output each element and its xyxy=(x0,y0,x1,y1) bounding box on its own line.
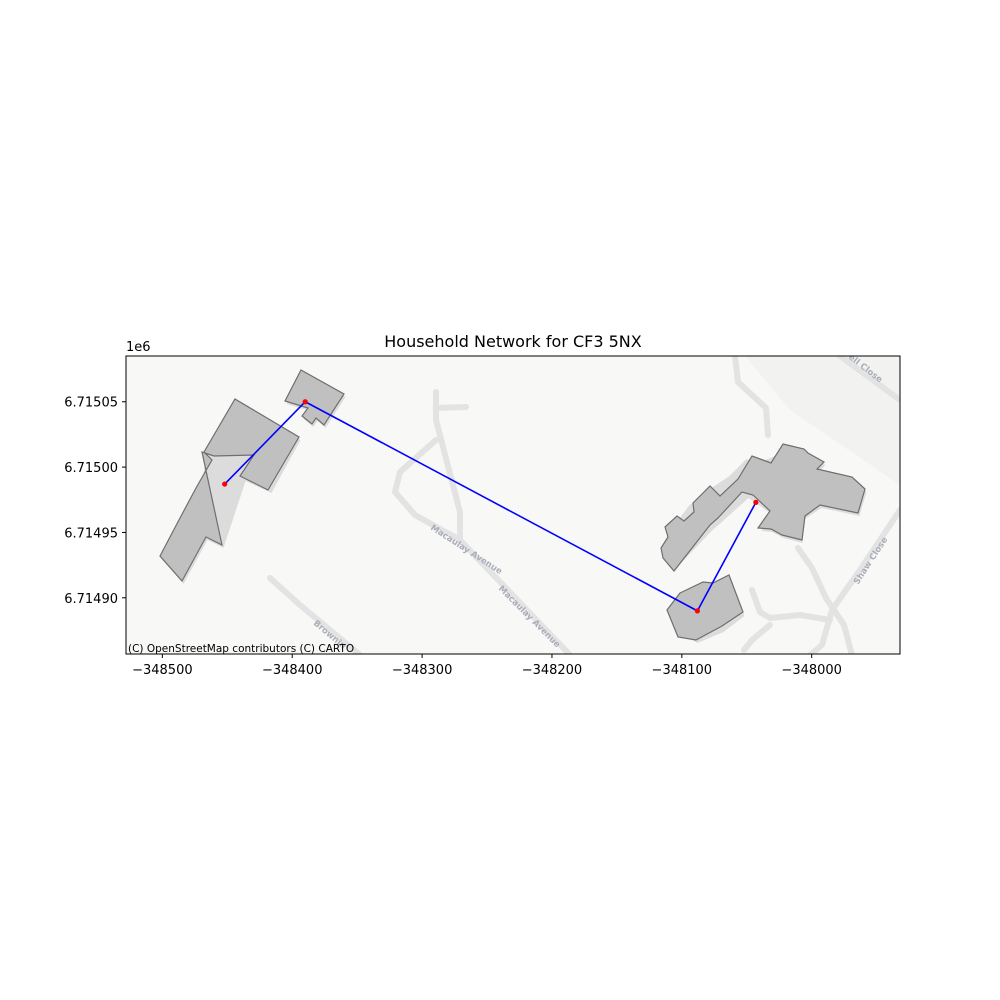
x-tick-label: −348200 xyxy=(522,663,583,678)
household-node[interactable] xyxy=(694,608,701,614)
network-edge xyxy=(696,502,757,612)
street-cul-de-sac xyxy=(749,587,833,623)
street-spur xyxy=(433,404,469,411)
network-edges xyxy=(224,401,757,612)
axes-frame xyxy=(125,355,901,655)
x-tick-label: −348400 xyxy=(262,663,323,678)
building-northwest xyxy=(284,369,345,426)
network-nodes xyxy=(222,399,759,614)
chart-title: Household Network for CF3 5NX xyxy=(384,332,642,351)
x-tick-label: −348300 xyxy=(392,663,453,678)
x-tick-label: −348500 xyxy=(132,663,193,678)
x-axis: −348500 −348400 −348300 −348200 −348100 −3480… xyxy=(132,654,842,678)
street-macaulay-loop xyxy=(392,437,463,543)
street-ell-close xyxy=(732,356,771,438)
household-node[interactable] xyxy=(222,481,228,487)
network-edge xyxy=(224,401,306,485)
map-attribution: (C) OpenStreetMap contributors (C) CARTO xyxy=(128,643,354,655)
building-east xyxy=(660,443,866,572)
park-area xyxy=(745,356,900,485)
building-southeast xyxy=(666,574,744,641)
y-offset-label: 1e6 xyxy=(126,340,151,355)
x-tick-label: −348000 xyxy=(781,663,842,678)
street-browning xyxy=(267,575,363,654)
y-tick-label: 6.71495 xyxy=(64,526,118,541)
y-tick-label: 6.71490 xyxy=(64,592,118,607)
y-tick-label: 6.71500 xyxy=(64,461,118,476)
street-south-spur xyxy=(741,622,773,653)
streets xyxy=(267,356,900,654)
map-area[interactable]: Macaulay Avenue Macaulay Avenue Brownin … xyxy=(126,352,900,655)
household-node[interactable] xyxy=(753,499,759,505)
x-tick-label: −348100 xyxy=(652,663,713,678)
network-edge xyxy=(304,401,698,612)
y-tick-label: 6.71505 xyxy=(64,396,118,411)
household-node[interactable] xyxy=(302,399,308,405)
street-ell-close-upper xyxy=(837,356,900,403)
street-north-spur xyxy=(795,545,855,654)
y-axis: 6.71505 6.71500 6.71495 6.71490 xyxy=(64,396,126,607)
